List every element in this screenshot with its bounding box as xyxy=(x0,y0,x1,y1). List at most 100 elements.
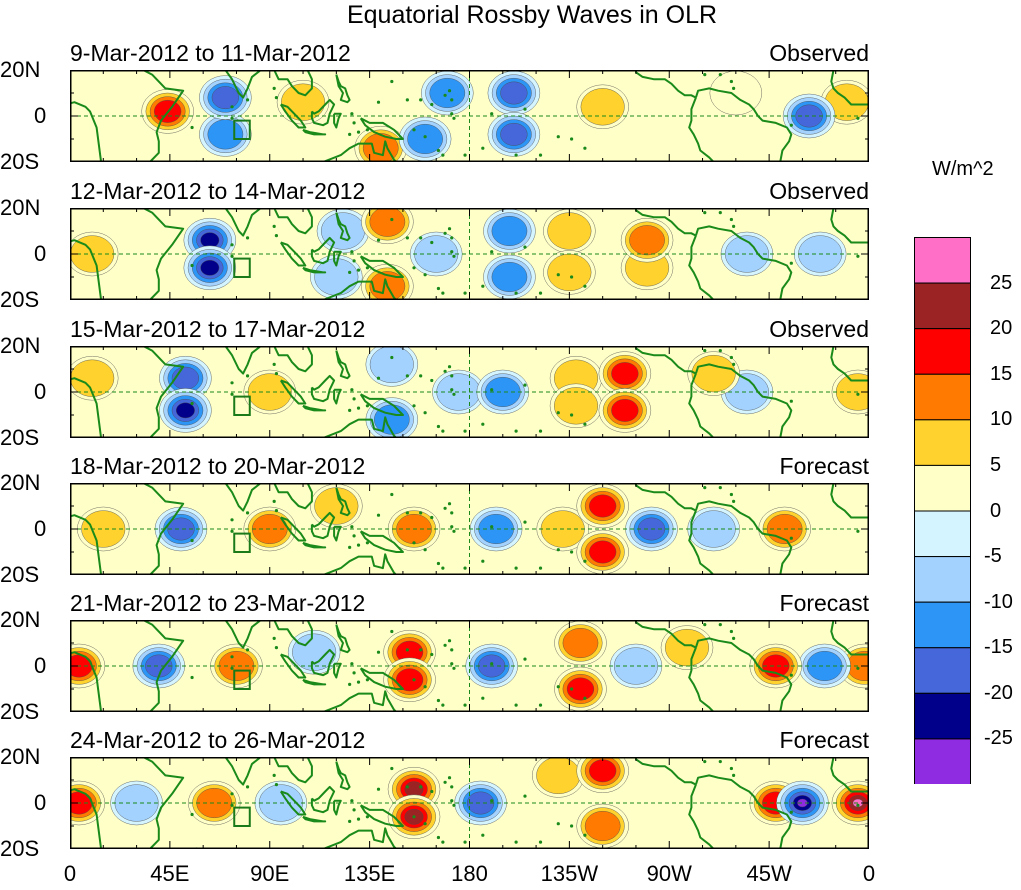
colorbar-label: -5 xyxy=(984,545,1002,568)
island xyxy=(272,773,276,777)
coastline xyxy=(310,374,336,403)
colorbar xyxy=(914,237,971,784)
island xyxy=(441,840,445,844)
island xyxy=(789,399,793,403)
island xyxy=(365,266,370,270)
island xyxy=(538,291,543,295)
coastline xyxy=(273,620,313,647)
island xyxy=(856,803,860,807)
island xyxy=(569,550,574,554)
olr-map xyxy=(70,483,869,575)
island xyxy=(523,107,527,111)
coastline xyxy=(322,690,398,712)
island xyxy=(436,424,441,429)
island xyxy=(789,673,793,677)
island xyxy=(463,840,467,844)
island xyxy=(447,89,452,93)
coastline xyxy=(830,483,869,519)
island xyxy=(481,559,485,563)
island xyxy=(230,518,234,522)
island xyxy=(190,125,194,130)
reference-box xyxy=(233,257,251,278)
coastline xyxy=(302,266,327,274)
island xyxy=(274,96,279,100)
olr-map xyxy=(70,208,869,300)
coastline xyxy=(694,637,793,712)
negative-anomaly-contour xyxy=(207,119,244,150)
latitude-label: 20S xyxy=(0,425,40,450)
colorbar-swatch xyxy=(914,601,971,649)
coastline xyxy=(694,87,793,162)
latitude-label: 0 xyxy=(34,653,47,678)
coastline xyxy=(688,235,715,300)
island xyxy=(732,86,736,90)
reference-box xyxy=(233,806,251,827)
latitude-label: 0 xyxy=(34,103,47,128)
island xyxy=(729,766,733,771)
island xyxy=(789,123,793,127)
island xyxy=(245,648,250,652)
island xyxy=(230,381,234,385)
coastline xyxy=(279,379,307,405)
island xyxy=(569,137,574,141)
coastline xyxy=(302,815,327,823)
negative-anomaly-contour xyxy=(200,232,220,249)
coastline xyxy=(322,416,398,438)
colorbar-swatch xyxy=(914,647,971,694)
island xyxy=(352,534,356,538)
coastline xyxy=(335,761,351,791)
negative-anomaly-contour xyxy=(429,77,466,109)
island xyxy=(718,211,722,215)
chart-title: Equatorial Rossby Waves in OLR xyxy=(346,1,718,29)
longitude-label: 0 xyxy=(862,861,876,886)
coastline xyxy=(220,70,262,99)
island xyxy=(230,655,234,659)
latitude-label: 20S xyxy=(0,149,40,174)
coastline xyxy=(635,483,697,512)
latitude-label: 20N xyxy=(0,607,41,632)
island xyxy=(463,566,467,570)
island xyxy=(390,629,394,634)
island xyxy=(452,254,456,258)
coastline xyxy=(273,346,313,373)
panel-status: Observed xyxy=(769,178,869,204)
island xyxy=(732,636,736,640)
island xyxy=(729,355,733,360)
olr-map xyxy=(70,346,869,438)
latitude-label: 0 xyxy=(34,516,47,541)
island xyxy=(365,404,370,408)
latitude-label: 20N xyxy=(0,333,41,358)
coastline xyxy=(70,757,185,849)
colorbar-label: 20 xyxy=(990,317,1013,340)
coastline xyxy=(302,128,327,136)
island xyxy=(190,675,194,680)
island xyxy=(481,833,485,837)
colorbar-label: 15 xyxy=(990,362,1013,385)
coastline xyxy=(322,278,398,300)
positive-anomaly-contour xyxy=(629,225,665,256)
island xyxy=(450,662,454,666)
island xyxy=(732,362,736,366)
coastline xyxy=(333,525,342,542)
coastline xyxy=(635,70,697,99)
island xyxy=(538,840,543,844)
island xyxy=(452,529,456,533)
island xyxy=(419,648,423,652)
island xyxy=(412,815,416,819)
island xyxy=(569,413,574,417)
island xyxy=(490,799,494,803)
island xyxy=(703,486,707,490)
coastline xyxy=(302,404,327,412)
coastline xyxy=(302,541,327,549)
coastline xyxy=(635,208,697,237)
coastline xyxy=(273,70,313,97)
island xyxy=(490,662,494,666)
island xyxy=(436,835,441,840)
island xyxy=(703,623,707,627)
coastline xyxy=(220,483,262,512)
island xyxy=(230,529,234,533)
island xyxy=(443,93,447,97)
island xyxy=(490,388,494,392)
olr-map xyxy=(70,620,869,712)
island xyxy=(352,671,356,675)
